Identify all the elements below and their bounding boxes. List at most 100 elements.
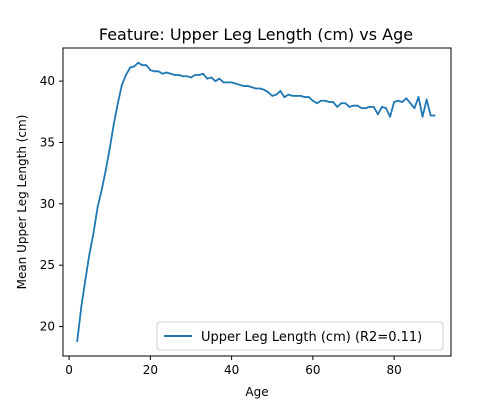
data-point: [214, 80, 217, 83]
chart-title: Feature: Upper Leg Length (cm) vs Age: [99, 25, 413, 44]
data-point: [80, 306, 83, 308]
data-point: [145, 64, 148, 67]
data-point: [149, 69, 152, 71]
data-point: [320, 99, 322, 102]
data-point: [340, 102, 343, 105]
data-point: [202, 72, 205, 75]
data-point: [275, 93, 278, 96]
data-point: [165, 71, 168, 74]
data-point: [307, 96, 310, 98]
x-tick-label: 60: [305, 363, 320, 377]
data-point: [364, 107, 367, 110]
data-point: [421, 115, 424, 118]
data-point: [413, 107, 416, 110]
y-axis-label: Mean Upper Leg Length (cm): [15, 115, 29, 290]
data-point: [198, 74, 201, 76]
x-tick-label: 0: [65, 363, 73, 377]
data-point: [116, 102, 119, 105]
data-point: [104, 169, 107, 172]
data-point: [255, 87, 257, 90]
series-layer: [76, 61, 436, 343]
x-tick-label: 40: [224, 363, 239, 377]
data-point: [121, 83, 123, 86]
data-point: [206, 77, 209, 80]
data-point: [153, 70, 156, 73]
data-point: [368, 106, 371, 108]
data-point: [84, 279, 87, 281]
data-point: [303, 96, 306, 98]
data-point: [157, 70, 160, 73]
data-point: [177, 74, 180, 76]
data-point: [137, 61, 140, 64]
data-point: [405, 97, 408, 100]
data-point: [360, 107, 363, 110]
data-point: [173, 74, 176, 76]
data-point: [226, 81, 229, 84]
data-point: [194, 74, 196, 76]
y-tick-label: 25: [40, 258, 55, 272]
data-point: [96, 206, 99, 209]
data-point: [376, 113, 379, 116]
data-point: [251, 86, 253, 89]
plot-area: 0 20 40 60 80 20 25 30 35 40: [40, 47, 452, 377]
data-point: [348, 106, 351, 108]
x-axis: 0 20 40 60 80: [65, 356, 402, 377]
data-point: [389, 115, 391, 118]
data-point: [92, 232, 95, 235]
data-point: [234, 82, 237, 85]
plot-frame: [62, 47, 452, 357]
data-point: [409, 102, 412, 105]
data-point: [210, 76, 213, 79]
data-point: [287, 93, 290, 96]
data-point: [129, 66, 131, 69]
data-point: [242, 85, 245, 87]
data-point: [218, 77, 221, 80]
data-point: [385, 107, 387, 110]
data-point: [429, 114, 432, 117]
legend-label: Upper Leg Length (cm) (R2=0.11): [201, 330, 422, 345]
data-point: [108, 147, 111, 150]
data-point: [112, 123, 115, 125]
data-point: [356, 104, 359, 107]
data-point: [397, 99, 400, 102]
y-tick-label: 40: [40, 74, 55, 88]
data-point: [125, 74, 127, 76]
data-point: [186, 75, 188, 78]
data-point: [141, 64, 144, 67]
legend-box: [156, 321, 444, 351]
data-point: [417, 96, 420, 98]
data-point: [336, 106, 339, 108]
x-tick-label: 20: [143, 363, 158, 377]
data-point: [352, 104, 355, 107]
x-axis-label: Age: [245, 385, 268, 399]
data-point: [76, 340, 79, 343]
y-tick-label: 30: [40, 197, 55, 211]
data-point: [88, 253, 91, 256]
data-point: [169, 72, 172, 75]
data-point: [393, 101, 396, 103]
data-point: [425, 98, 428, 101]
data-point: [316, 102, 318, 105]
data-point: [230, 81, 233, 84]
data-point: [295, 94, 298, 97]
data-point: [133, 65, 136, 68]
y-tick-label: 35: [40, 135, 55, 149]
data-point: [381, 106, 383, 108]
data-point: [291, 94, 294, 97]
data-point: [279, 90, 282, 92]
x-tick-label: 80: [386, 363, 401, 377]
data-point: [328, 101, 331, 103]
data-point: [311, 99, 314, 102]
data-point: [190, 76, 192, 79]
data-point: [259, 87, 261, 90]
data-point: [100, 189, 103, 192]
data-point: [263, 88, 266, 91]
data-point: [433, 114, 436, 117]
data-point: [401, 101, 404, 103]
y-axis: 20 25 30 35 40: [40, 74, 63, 334]
data-point: [222, 81, 225, 84]
data-point: [332, 101, 335, 103]
data-point: [299, 94, 302, 97]
data-point: [267, 91, 270, 94]
